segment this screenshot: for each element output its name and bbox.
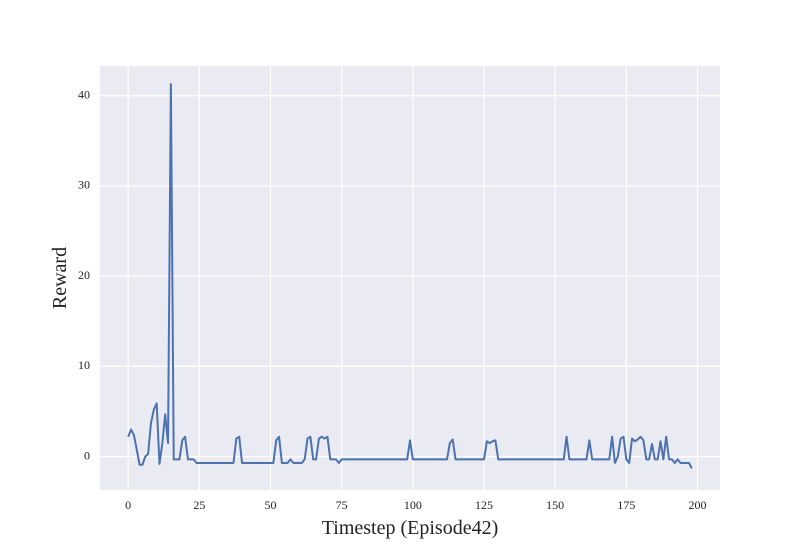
y-tick-label: 40 [78, 88, 90, 102]
data-line [127, 83, 693, 469]
plot-area [100, 66, 720, 490]
x-tick-label: 75 [336, 498, 348, 512]
x-tick-label: 100 [404, 498, 422, 512]
x-tick-label: 50 [265, 498, 277, 512]
x-tick-label: 200 [689, 498, 707, 512]
y-axis-label: Reward [49, 247, 71, 309]
x-axis-label: Timestep (Episode42) [322, 517, 498, 539]
y-tick-label: 20 [78, 268, 90, 282]
x-tick-label: 125 [475, 498, 493, 512]
y-tick-label: 0 [84, 448, 90, 462]
y-tick-label: 30 [78, 178, 90, 192]
y-tick-label: 10 [78, 358, 90, 372]
x-tick-label: 150 [546, 498, 564, 512]
x-tick-label: 175 [617, 498, 635, 512]
x-tick-label: 25 [193, 498, 205, 512]
x-tick-label: 0 [125, 498, 131, 512]
